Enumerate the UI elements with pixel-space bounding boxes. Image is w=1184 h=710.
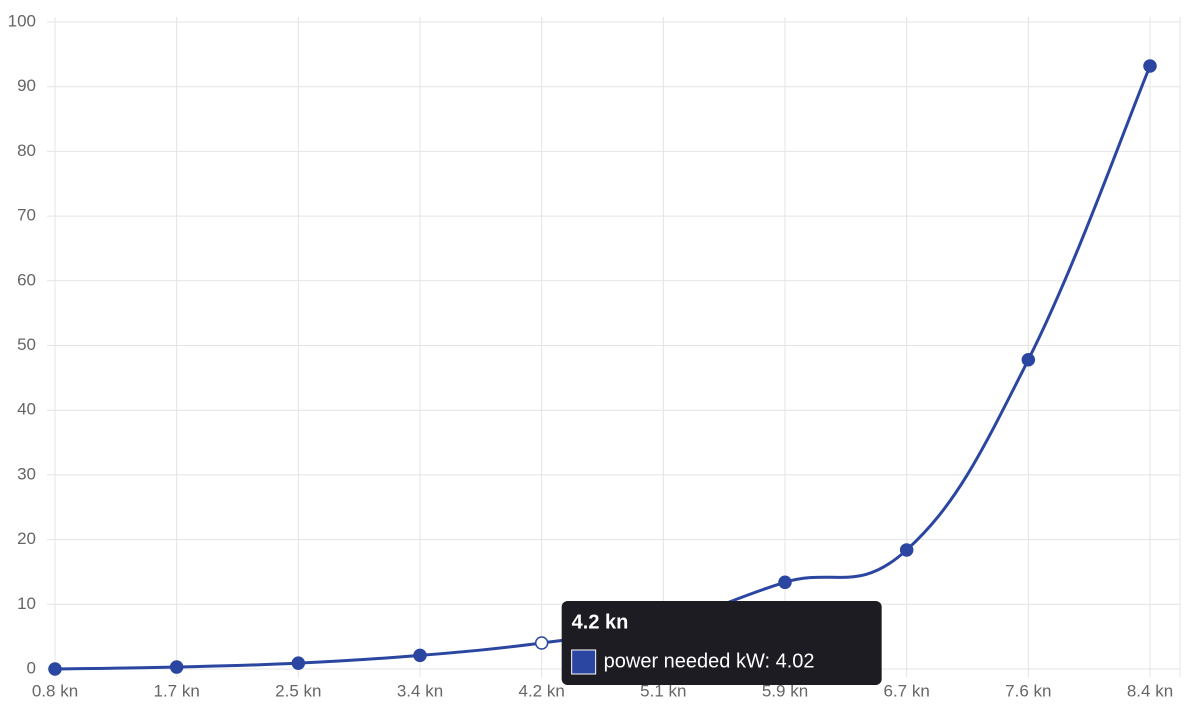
x-tick-label: 5.1 kn: [640, 681, 686, 700]
y-tick-label: 90: [17, 76, 36, 95]
tooltip-title: 4.2 kn: [572, 611, 629, 633]
x-tick-label: 2.5 kn: [275, 681, 321, 700]
x-tick-label: 7.6 kn: [1005, 681, 1051, 700]
x-tick-label: 0.8 kn: [32, 681, 78, 700]
y-tick-label: 30: [17, 464, 36, 483]
data-point: [1143, 59, 1157, 73]
x-tick-label: 8.4 kn: [1127, 681, 1173, 700]
y-tick-label: 80: [17, 141, 36, 160]
data-point: [1021, 352, 1036, 367]
data-point: [413, 648, 427, 663]
series-line: [54, 65, 1152, 671]
data-point: [778, 575, 792, 590]
x-tick-label: 6.7 kn: [884, 681, 930, 700]
tooltip: 4.2 kn power needed kW: 4.02: [561, 601, 882, 685]
y-tick-label: 0: [27, 658, 36, 677]
x-tick-label: 1.7 kn: [154, 681, 200, 700]
x-tick-label: 3.4 kn: [397, 681, 443, 700]
y-tick-label: 40: [17, 400, 36, 419]
x-tick-label: 5.9 kn: [762, 681, 808, 700]
y-tick-label: 50: [17, 335, 36, 354]
y-tick-label: 60: [17, 270, 36, 289]
tooltip-text: power needed kW: 4.02: [604, 650, 815, 672]
tooltip-swatch: [571, 649, 597, 675]
y-tick-label: 100: [8, 11, 36, 30]
y-tick-label: 20: [17, 529, 36, 548]
x-tick-label: 4.2 kn: [519, 681, 565, 700]
data-point: [48, 662, 62, 676]
data-point: [291, 656, 306, 670]
y-tick-label: 70: [17, 206, 36, 225]
data-point: [169, 660, 184, 674]
data-point: [899, 543, 914, 557]
data-point: [534, 636, 549, 650]
y-tick-label: 10: [17, 594, 36, 613]
tooltip-box: [561, 601, 882, 685]
